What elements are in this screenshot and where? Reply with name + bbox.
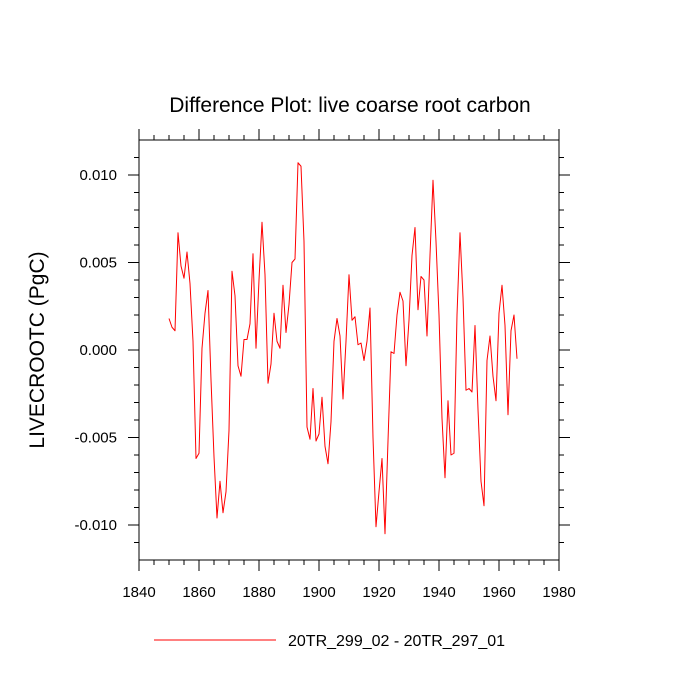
y-tick-label: -0.005: [74, 430, 117, 447]
chart-title: Difference Plot: live coarse root carbon: [169, 94, 530, 117]
y-tick-label: 0.005: [79, 255, 117, 272]
x-tick-label: 1900: [302, 584, 335, 601]
series-line: [168, 162, 518, 535]
x-tick-label: 1860: [182, 584, 215, 601]
y-axis-label: LIVECROOTC (PgC): [26, 251, 49, 448]
x-tick-label: 1840: [122, 584, 155, 601]
legend: 20TR_299_02 - 20TR_297_01: [154, 633, 505, 650]
y-tick-label: 0.010: [79, 167, 117, 184]
axis-ticks: 1840 1860 1880 1900 1920 1940 1960 1980 -0.010 -0…: [74, 129, 576, 601]
x-tick-label: 1880: [242, 584, 275, 601]
x-tick-label: 1980: [542, 584, 575, 601]
y-tick-label: 0.000: [79, 342, 117, 359]
legend-label: 20TR_299_02 - 20TR_297_01: [288, 633, 505, 650]
x-tick-label: 1940: [422, 584, 455, 601]
y-tick-label: -0.010: [74, 517, 117, 534]
series-layer: [168, 162, 518, 535]
x-tick-label: 1960: [482, 584, 515, 601]
x-tick-label: 1920: [362, 584, 395, 601]
